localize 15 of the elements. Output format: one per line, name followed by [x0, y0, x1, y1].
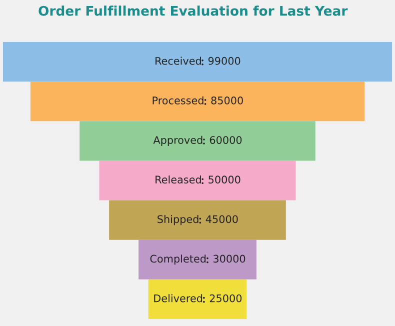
data-label: 50000	[208, 176, 240, 184]
data-label: 30000	[213, 254, 246, 263]
data-label: 45000	[206, 215, 238, 224]
data-label: 60000	[210, 136, 242, 144]
category-label: Processed	[152, 96, 204, 104]
data-label: 85000	[211, 96, 243, 104]
category-label: Delivered	[154, 294, 202, 302]
text: Order Fulfillment Evaluation for Last Year	[38, 6, 348, 16]
data-label: 99000	[208, 56, 240, 65]
data-label: 25000	[210, 294, 242, 302]
category-label: Approved	[153, 136, 202, 146]
category-label: Released	[156, 175, 201, 184]
category-label: Completed	[150, 254, 206, 265]
category-label: Shipped	[158, 215, 198, 226]
category-label: Received	[156, 56, 201, 65]
